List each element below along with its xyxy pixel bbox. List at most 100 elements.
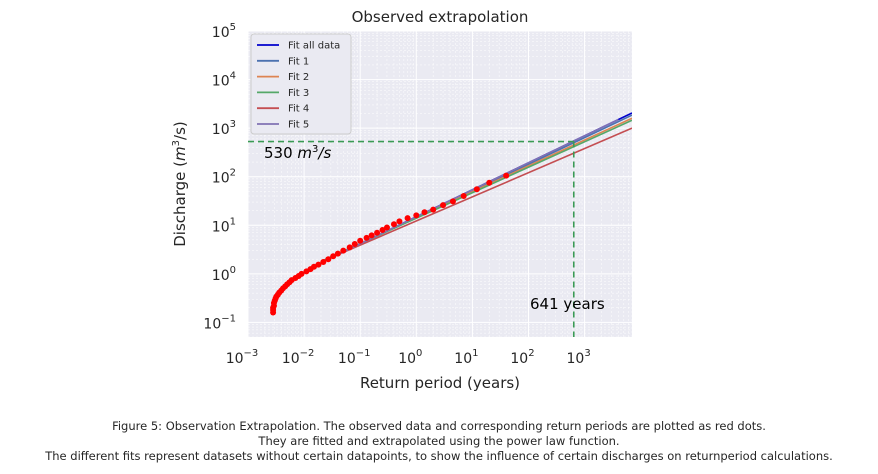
observation-point: [460, 193, 467, 200]
x-axis-label: Return period (years): [360, 374, 520, 392]
figure-caption: Figure 5: Observation Extrapolation. The…: [0, 419, 878, 464]
caption-line-1: Figure 5: Observation Extrapolation. The…: [112, 419, 766, 433]
y-axis-label-unit: m: [171, 146, 189, 161]
y-tick-label-base: 10: [212, 74, 230, 90]
y-tick-label-base: 10: [212, 268, 230, 284]
legend-label: Fit 1: [288, 56, 309, 67]
y-tick-label: 105: [212, 22, 236, 41]
observation-point: [440, 202, 447, 209]
discharge-annotation-number: 530: [264, 144, 293, 162]
y-tick-label-exp: 2: [230, 168, 236, 179]
y-axis-label-suffix: /s): [171, 121, 189, 140]
observation-point: [486, 179, 493, 186]
legend-label: Fit 2: [288, 72, 309, 83]
chart: 10−3 10−2 10−1 100 101 102 103 10−110010110210…: [171, 8, 633, 392]
x-tick-label-base: 10: [510, 351, 528, 367]
observation-points: [270, 172, 510, 316]
return-period-annotation: 641 years: [530, 295, 605, 313]
x-tick-labels: 10−3 10−2 10−1 100 101 102 103: [226, 348, 591, 367]
reference-lines: [248, 140, 575, 337]
observation-point: [383, 224, 390, 231]
observation-point: [357, 237, 364, 244]
y-tick-label-exp: 0: [230, 265, 236, 276]
x-tick-label: 101: [454, 348, 478, 367]
y-tick-label-base: 10: [212, 25, 230, 41]
y-tick-label-exp: 4: [230, 71, 236, 82]
observation-point: [413, 212, 420, 219]
legend-label: Fit 5: [288, 120, 309, 131]
observation-point: [430, 206, 437, 213]
x-tick-label-base: 10: [398, 351, 416, 367]
legend: Fit all data Fit 1 Fit 2 Fit 3 Fit 4 Fit 5: [250, 33, 352, 135]
y-tick-label-exp: −1: [221, 313, 236, 324]
x-tick-label-exp: 3: [584, 348, 590, 359]
chart-title: Observed extrapolation: [352, 8, 529, 26]
observation-point: [368, 232, 375, 239]
x-tick-label-exp: −1: [356, 348, 371, 359]
x-tick-label: 10−3: [226, 348, 259, 367]
observation-point: [404, 215, 411, 222]
x-tick-label: 100: [398, 348, 422, 367]
x-tick-label: 10−1: [338, 348, 371, 367]
observation-point: [503, 172, 510, 179]
observation-point: [310, 263, 317, 270]
observation-point: [351, 241, 358, 248]
discharge-annotation-exp: 3: [312, 144, 318, 155]
observation-point: [320, 259, 327, 266]
y-axis-label-base: Discharge (: [171, 161, 189, 247]
y-tick-label-base: 10: [212, 122, 230, 138]
x-tick-label-base: 10: [226, 351, 244, 367]
y-tick-label: 101: [212, 216, 236, 235]
x-tick-label-exp: 0: [416, 348, 422, 359]
y-tick-label-exp: 3: [230, 119, 236, 130]
legend-label: Fit all data: [288, 41, 340, 52]
x-tick-label-base: 10: [454, 351, 472, 367]
observation-point: [330, 253, 337, 260]
x-tick-label-base: 10: [566, 351, 584, 367]
observation-point: [449, 198, 456, 205]
x-tick-label-exp: −2: [300, 348, 315, 359]
y-tick-label-exp: 1: [230, 216, 236, 227]
observation-point: [363, 234, 370, 241]
y-tick-label-base: 10: [212, 219, 230, 235]
x-tick-label-base: 10: [282, 351, 300, 367]
legend-label: Fit 4: [288, 104, 309, 115]
observation-point: [379, 226, 386, 233]
y-tick-label: 104: [212, 71, 236, 90]
observation-point: [390, 221, 397, 228]
x-tick-label: 10−2: [282, 348, 315, 367]
fit-line: [320, 127, 632, 263]
y-tick-label: 102: [212, 168, 236, 187]
observation-point: [298, 270, 305, 277]
observation-point: [421, 209, 428, 216]
major-gridlines: [247, 30, 632, 337]
y-tick-label: 100: [212, 265, 236, 284]
caption-line-3: The different fits represent datasets wi…: [45, 449, 833, 463]
observation-point: [374, 229, 381, 236]
x-tick-label-base: 10: [338, 351, 356, 367]
x-tick-label-exp: 2: [528, 348, 534, 359]
fit-line: [320, 118, 619, 264]
y-axis-label: Discharge (m3/s): [171, 121, 189, 247]
legend-label: Fit 3: [288, 88, 309, 99]
caption-line-2: They are fitted and extrapolated using t…: [258, 434, 620, 448]
y-tick-label-base: 10: [203, 316, 221, 332]
observation-point: [315, 261, 322, 268]
x-tick-label: 102: [510, 348, 534, 367]
y-tick-label: 103: [212, 119, 236, 138]
x-tick-label-exp: 1: [472, 348, 478, 359]
observation-point: [473, 186, 480, 193]
observation-point: [340, 247, 347, 254]
y-tick-label-exp: 5: [230, 22, 236, 33]
observation-point: [325, 256, 332, 263]
observation-point: [396, 218, 403, 225]
x-tick-label-exp: −3: [244, 348, 259, 359]
discharge-annotation: 530 m3/s: [264, 144, 331, 162]
discharge-annotation-unit: m: [297, 144, 312, 162]
discharge-annotation-suffix: /s: [316, 144, 331, 162]
observation-point: [346, 244, 353, 251]
observation-point: [334, 250, 341, 257]
x-tick-label: 103: [566, 348, 590, 367]
y-tick-label: 10−1: [203, 313, 236, 332]
